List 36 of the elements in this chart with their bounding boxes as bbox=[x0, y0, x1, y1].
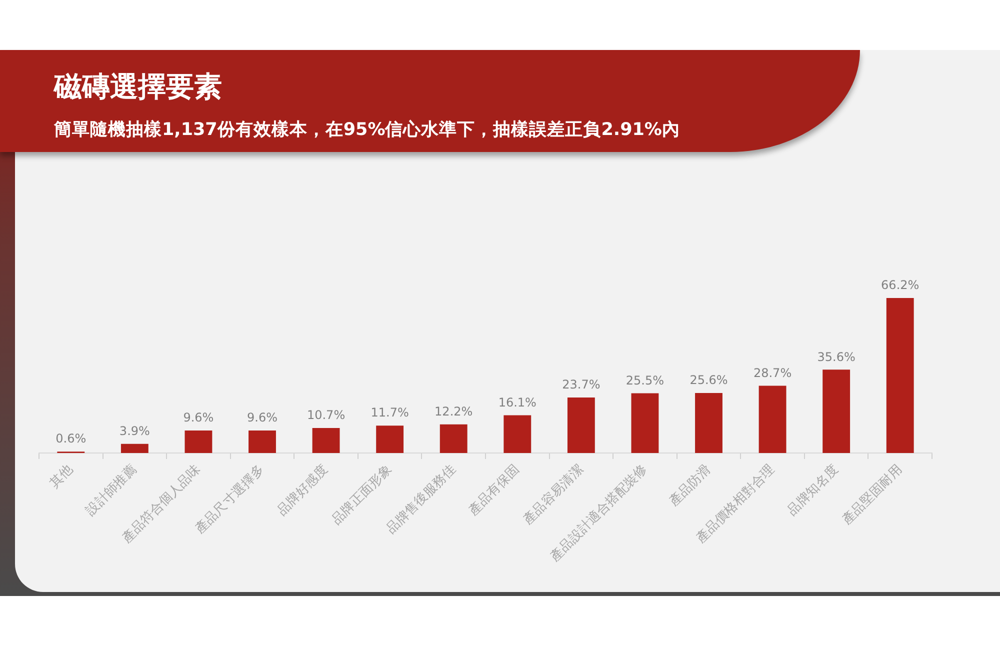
bar bbox=[312, 428, 340, 453]
bar bbox=[886, 298, 914, 453]
chart-subtitle: 簡單隨機抽樣1,137份有效樣本，在95%信心水準下，抽樣誤差正負2.91%內 bbox=[54, 118, 680, 141]
data-label: 66.2% bbox=[881, 278, 920, 292]
bar bbox=[376, 426, 404, 453]
x-tick-label: 產品防滑 bbox=[666, 462, 714, 510]
bar bbox=[758, 386, 786, 453]
data-label: 0.6% bbox=[56, 432, 86, 446]
bar bbox=[248, 430, 276, 453]
data-label: 35.6% bbox=[817, 350, 856, 364]
chart-title: 磁磚選擇要素 bbox=[54, 69, 222, 105]
data-label: 10.7% bbox=[306, 408, 346, 422]
x-tick-label: 產品堅固耐用 bbox=[840, 462, 906, 528]
bar bbox=[567, 398, 595, 453]
bar bbox=[504, 415, 532, 453]
bar bbox=[184, 430, 212, 453]
x-tick-label: 設計師推薦 bbox=[83, 462, 140, 519]
x-tick-label: 其他 bbox=[47, 462, 76, 492]
x-tick-label: 產品有保固 bbox=[466, 462, 523, 519]
bar bbox=[440, 424, 468, 453]
data-label: 28.7% bbox=[753, 366, 792, 380]
data-label: 3.9% bbox=[119, 424, 150, 438]
data-label: 9.6% bbox=[183, 410, 214, 425]
data-label: 9.6% bbox=[247, 410, 278, 425]
data-label: 12.2% bbox=[434, 404, 473, 419]
bar bbox=[631, 393, 659, 453]
data-label: 23.7% bbox=[562, 378, 600, 392]
data-label: 25.5% bbox=[626, 373, 664, 388]
data-label: 16.1% bbox=[498, 395, 536, 410]
x-tick-label: 品牌知名度 bbox=[784, 461, 842, 519]
data-label: 11.7% bbox=[370, 406, 409, 420]
x-tick-label: 品牌好感度 bbox=[274, 461, 332, 519]
bar bbox=[822, 370, 850, 453]
data-label: 25.6% bbox=[690, 373, 728, 388]
bar bbox=[120, 444, 148, 453]
bar bbox=[695, 393, 722, 453]
